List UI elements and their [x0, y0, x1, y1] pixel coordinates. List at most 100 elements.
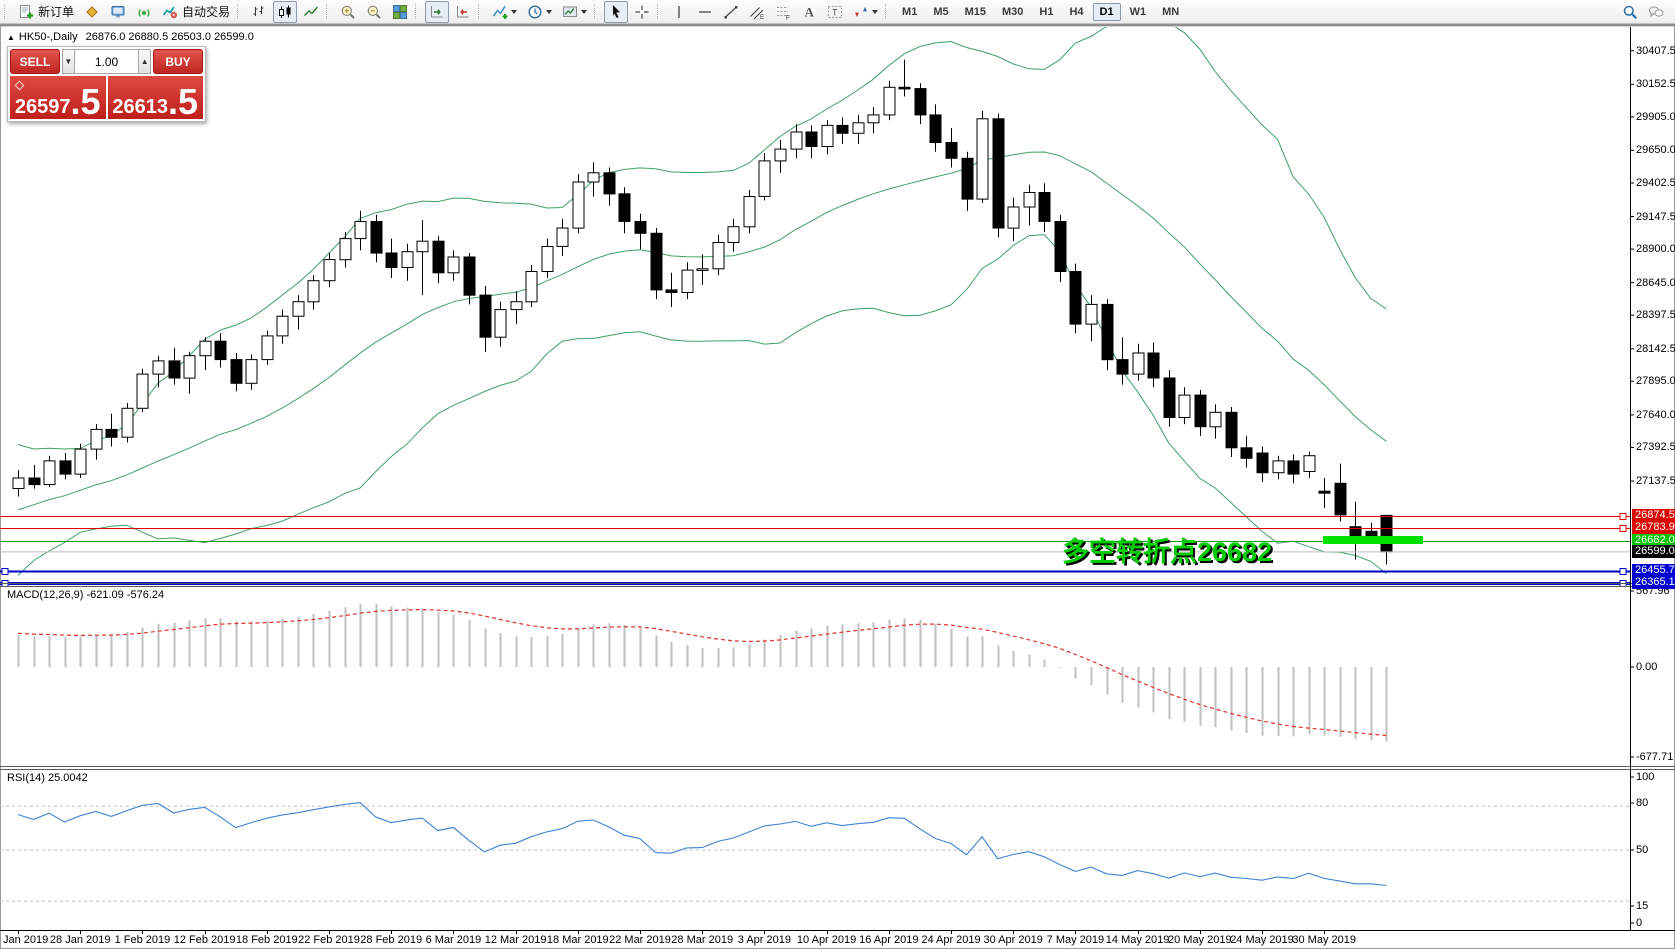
date-axis-label[interactable]: 18 Mar 2019 — [546, 934, 609, 946]
timeframe-w1-button[interactable]: W1 — [1129, 5, 1147, 18]
hline-handle[interactable] — [1619, 525, 1627, 532]
timeframe-mn-button[interactable]: MN — [1162, 5, 1180, 18]
price-badge: 26365.1 — [1632, 576, 1675, 590]
date-axis-label[interactable]: 28 Mar 2019 — [671, 934, 734, 946]
crosshair-button[interactable] — [630, 1, 654, 23]
hline-handle[interactable] — [1, 568, 9, 575]
date-axis-label[interactable]: 28 Feb 2019 — [360, 934, 423, 946]
toolbar-group — [476, 0, 592, 24]
vline-icon — [678, 5, 680, 18]
rsi-indicator-label: RSI(14) 25.0042 — [7, 772, 88, 784]
volume-decrease-button[interactable]: ▼ — [62, 49, 75, 74]
date-axis-label[interactable]: 16 Apr 2019 — [859, 934, 919, 946]
profiles-button[interactable] — [80, 1, 104, 23]
autotrading-button-label: 自动交易 — [182, 5, 231, 19]
date-axis-label[interactable]: 30 May 2019 — [1292, 934, 1356, 946]
timeframe-m30-button[interactable]: M30 — [1002, 5, 1024, 18]
date-axis-label[interactable]: 6 Mar 2019 — [425, 934, 482, 946]
cursor-button[interactable] — [604, 0, 629, 23]
bollinger-bands — [17, 27, 1387, 576]
trendline-button[interactable] — [719, 1, 743, 23]
buy-price-box[interactable]: 26613 .5 — [107, 76, 203, 120]
date-axis-label[interactable]: 7 May 2019 — [1046, 934, 1105, 946]
price-axis-label: 27895.0 — [1636, 375, 1675, 388]
autotrading-button[interactable]: 自动交易 — [158, 1, 234, 23]
periods-icon — [528, 4, 542, 19]
fibonacci-button[interactable]: F — [771, 1, 795, 23]
date-axis-label[interactable]: 10 Apr 2019 — [796, 934, 857, 946]
date-axis-label[interactable]: 14 May 2019 — [1105, 934, 1170, 946]
sell-price-box[interactable]: 26597 .5 — [10, 76, 106, 123]
date-axis-label[interactable]: 22 Feb 2019 — [298, 934, 360, 946]
sell-price-fraction: .5 — [70, 81, 101, 123]
sell-button[interactable]: SELL — [10, 49, 60, 74]
timeframe-m15-button[interactable]: M15 — [964, 5, 986, 18]
volume-input[interactable] — [74, 49, 139, 74]
periods-button[interactable] — [523, 1, 556, 23]
templates-button-dropdown-icon[interactable] — [581, 9, 588, 14]
oneclick-toggle-icon[interactable]: ▲ — [7, 33, 15, 42]
text-button[interactable]: A — [797, 1, 821, 23]
date-axis-label[interactable]: 22 Mar 2019 — [609, 934, 671, 946]
zoom-out-button[interactable] — [362, 1, 386, 23]
hline-handle[interactable] — [1619, 513, 1627, 520]
highlight-rectangle-object[interactable] — [1323, 536, 1423, 544]
market-watch-button[interactable] — [106, 1, 130, 23]
date-axis-label[interactable]: 18 Feb 2019 — [235, 934, 298, 946]
templates-icon — [563, 6, 578, 17]
timeframe-m5-button[interactable]: M5 — [933, 5, 949, 18]
horizontal-line-button[interactable] — [693, 1, 717, 23]
timeframe-d1-button[interactable]: D1 — [1092, 2, 1121, 21]
date-axis-label[interactable]: 1 Feb 2019 — [114, 934, 171, 946]
chat-button[interactable] — [1644, 1, 1668, 23]
timeframe-m1-button[interactable]: M1 — [902, 5, 918, 18]
date-axis-label[interactable]: 3 Apr 2019 — [737, 934, 791, 946]
price-axis-label: 30152.5 — [1636, 78, 1675, 91]
date-axis-label[interactable]: 24 May 2019 — [1230, 934, 1294, 946]
indicators-button[interactable] — [488, 1, 521, 23]
annotation-text[interactable]: 多空转折点26682 — [1062, 536, 1272, 567]
search-button[interactable] — [1618, 1, 1642, 23]
candlestick-chart-button[interactable] — [273, 0, 298, 23]
date-axis-label[interactable]: 20 May 2019 — [1167, 934, 1232, 946]
bar-chart-button[interactable] — [247, 1, 271, 23]
new-order-button-label: 新订单 — [38, 5, 75, 19]
indicators-button-dropdown-icon[interactable] — [511, 9, 518, 14]
macd-scale-label: 0.00 — [1636, 661, 1658, 673]
date-axis-label[interactable]: 12 Feb 2019 — [173, 934, 236, 946]
line-chart-button[interactable] — [299, 1, 323, 23]
date-axis-label[interactable]: 30 Apr 2019 — [983, 934, 1043, 946]
vertical-line-button[interactable] — [667, 1, 691, 23]
date-axis-label[interactable]: 12 Mar 2019 — [484, 934, 547, 946]
auto-scroll-button[interactable] — [425, 0, 450, 23]
volume-increase-button[interactable]: ▲ — [138, 49, 152, 74]
price-axis-label: 27640.0 — [1636, 408, 1675, 421]
date-axis-label[interactable]: 22 Jan 2019 — [0, 934, 49, 946]
rsi-scale-label: 50 — [1636, 844, 1649, 856]
timeframe-h4-button[interactable]: H4 — [1069, 5, 1084, 18]
buy-button[interactable]: BUY — [153, 49, 203, 74]
arrows-button[interactable] — [849, 1, 882, 23]
svg-text:T: T — [832, 7, 838, 17]
annotation-text[interactable]: 多空转折点26682 — [1064, 538, 1274, 569]
signals-button[interactable] — [132, 1, 156, 23]
price-axis-label: 29905.0 — [1636, 110, 1675, 123]
toolbar-grip — [237, 4, 243, 19]
templates-button[interactable] — [558, 1, 591, 23]
timeframe-group: M1 M5 M15 M30 H1 H4 D1 W1 MN — [883, 0, 1187, 24]
text-label-button[interactable]: T — [823, 1, 847, 23]
tile-windows-button[interactable] — [388, 1, 412, 23]
periods-button-dropdown-icon[interactable] — [546, 9, 553, 14]
toolbar-group — [235, 0, 324, 24]
hline-handle[interactable] — [1619, 568, 1627, 575]
zoom-in-button[interactable] — [336, 1, 360, 23]
new-order-button[interactable]: 新订单 — [14, 1, 78, 23]
arrows-button-dropdown-icon[interactable] — [872, 9, 879, 14]
date-axis-label[interactable]: 24 Apr 2019 — [921, 934, 981, 946]
equidistant-channel-button[interactable]: E — [745, 1, 769, 23]
timeframe-h1-button[interactable]: H1 — [1039, 5, 1054, 18]
price-axis-label: 28142.5 — [1636, 342, 1675, 355]
chart-shift-button[interactable] — [451, 1, 475, 23]
date-axis-label[interactable]: 28 Jan 2019 — [49, 934, 111, 946]
